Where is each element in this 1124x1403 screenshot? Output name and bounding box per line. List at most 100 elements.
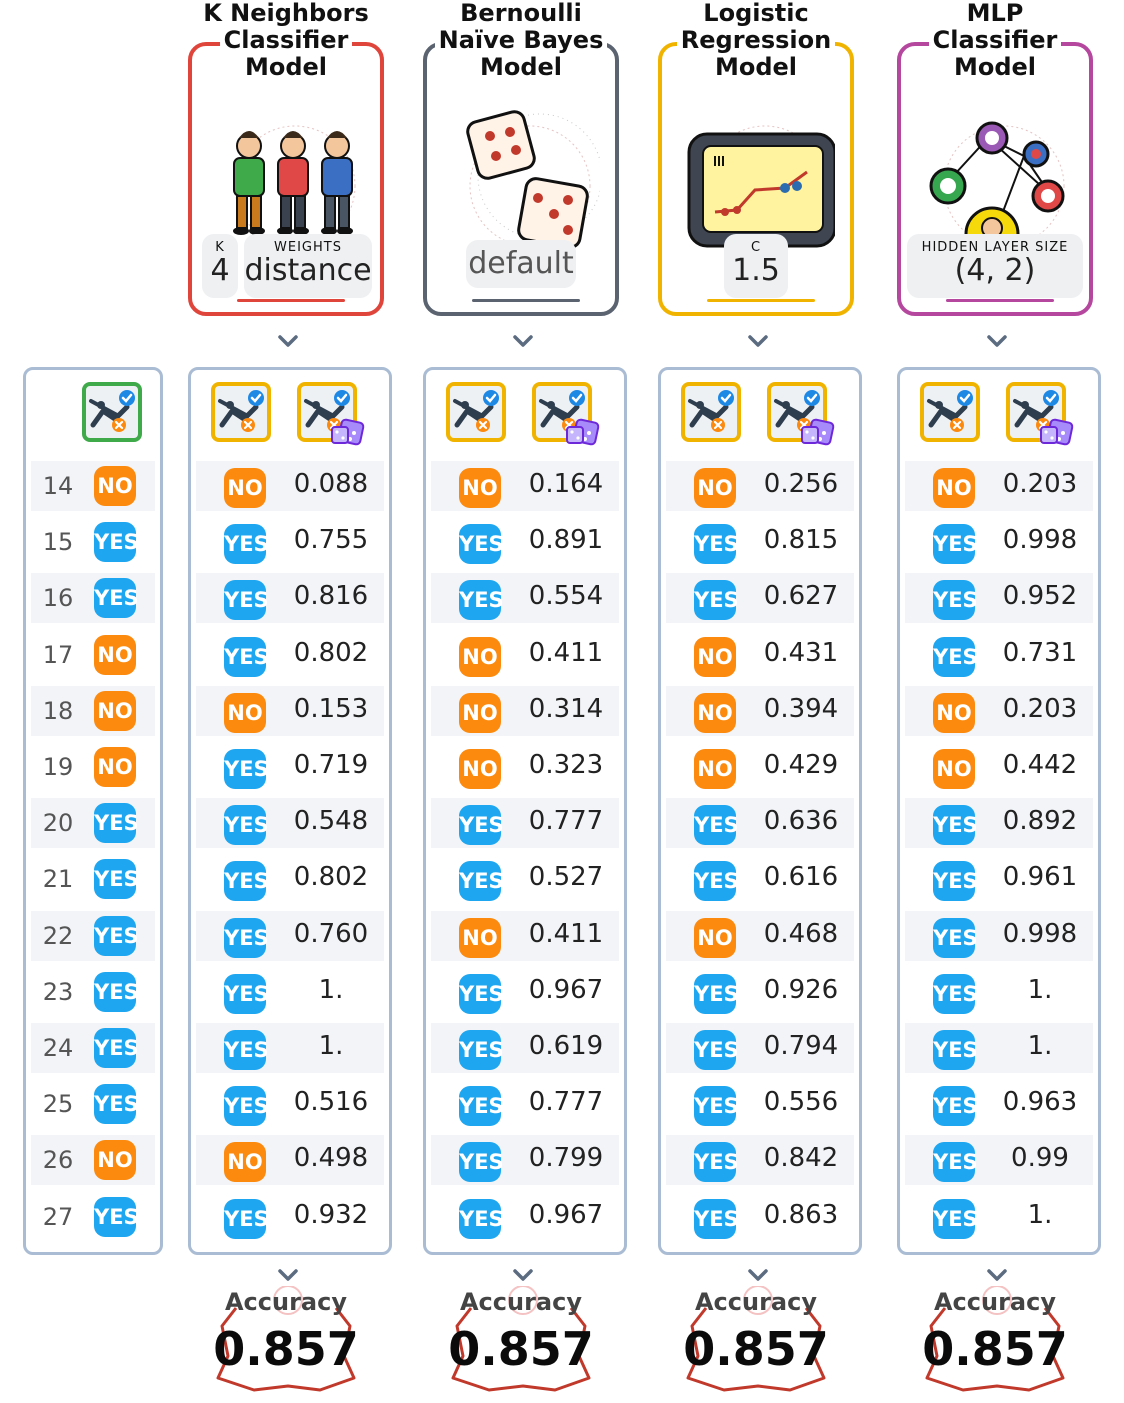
- model-title-line: Model: [411, 53, 631, 81]
- predicted-probability: 0.891: [528, 525, 604, 556]
- predicted-label-badge: YES: [459, 580, 504, 621]
- predicted-probability: 0.755: [293, 525, 369, 556]
- predicted-probability: 0.777: [528, 806, 604, 837]
- predicted-label-badge: NO: [933, 692, 975, 733]
- predicted-label-badge: YES: [459, 861, 504, 902]
- predicted-probability: 0.088: [293, 469, 369, 499]
- predicted-label-badge: YES: [694, 580, 739, 621]
- predicted-label-badge: YES: [224, 580, 269, 621]
- card-underline: [707, 299, 815, 302]
- accuracy-value: 0.857: [448, 1322, 594, 1376]
- predicted-label-badge: YES: [694, 805, 739, 846]
- accuracy-value: 0.857: [213, 1322, 359, 1376]
- predicted-label-badge: YES: [224, 636, 269, 677]
- actual-label-badge: YES: [94, 1084, 139, 1125]
- actual-label-badge: YES: [94, 859, 139, 900]
- row-number: 14: [42, 472, 74, 500]
- predicted-label-badge: NO: [694, 692, 736, 733]
- predicted-probability: 0.498: [293, 1143, 369, 1174]
- predicted-probability: 0.794: [763, 1031, 839, 1061]
- predicted-probability: 0.616: [763, 862, 839, 893]
- actual-label-badge: YES: [94, 522, 139, 563]
- hyperparameter-value: distance: [244, 253, 372, 288]
- model-title-line: MLP: [885, 0, 1105, 27]
- actual-label-badge: NO: [94, 1140, 136, 1181]
- accuracy-result: Accuracy 0.857: [441, 1286, 601, 1396]
- row-number: 23: [42, 977, 74, 1006]
- predicted-label-badge: YES: [933, 861, 978, 902]
- predicted-label-badge: YES: [224, 1030, 269, 1070]
- predicted-probability: 0.411: [528, 918, 604, 949]
- model-card: default: [423, 42, 619, 316]
- model-title-line: Regression: [646, 26, 866, 54]
- row-number: 27: [42, 1202, 74, 1231]
- predicted-label-badge: YES: [224, 524, 269, 565]
- hyperparameter-box: C 1.5: [724, 234, 788, 298]
- row-number: 17: [42, 640, 74, 669]
- predicted-probability: 0.760: [293, 918, 369, 949]
- actual-label-badge: NO: [94, 466, 136, 506]
- predicted-probability: 1.: [318, 974, 344, 1005]
- predicted-probability: 0.815: [763, 525, 839, 556]
- row-number: 15: [42, 528, 74, 557]
- row-number: 16: [42, 584, 74, 613]
- predicted-label-badge: YES: [224, 1086, 269, 1127]
- predicted-label-badge: YES: [459, 1030, 504, 1070]
- predicted-label-badge: YES: [694, 973, 739, 1014]
- predicted-label-badge: YES: [694, 1142, 739, 1183]
- predicted-label-badge: YES: [224, 973, 269, 1014]
- predicted-probability: 0.619: [528, 1031, 604, 1061]
- row-number: 20: [42, 809, 74, 838]
- model-title: Logistic Regression Model: [646, 0, 866, 81]
- predicted-probability: 0.998: [1002, 525, 1078, 556]
- predicted-probability: 0.203: [1002, 469, 1078, 499]
- predicted-label-badge: NO: [933, 468, 975, 508]
- hyperparameter-label: WEIGHTS: [274, 240, 342, 255]
- accuracy-result: Accuracy 0.857: [206, 1286, 366, 1396]
- predicted-label-badge: YES: [694, 861, 739, 902]
- chevron-down-icon: [987, 1269, 1007, 1281]
- model-title-line: Naïve Bayes: [411, 26, 631, 54]
- predicted-probability: 0.799: [528, 1143, 604, 1174]
- predicted-label-badge: YES: [459, 1142, 504, 1183]
- hyperparameter-value: 4: [210, 253, 230, 288]
- row-number: 21: [42, 865, 74, 894]
- predicted-probability: 0.394: [763, 693, 839, 724]
- card-underline: [237, 299, 345, 302]
- predicted-label-badge: YES: [224, 917, 269, 958]
- probability-icon: [1005, 381, 1067, 443]
- predicted-probability: 0.961: [1002, 862, 1078, 893]
- predicted-probability: 0.556: [763, 1087, 839, 1118]
- predicted-label-badge: NO: [694, 636, 736, 677]
- predicted-label-badge: NO: [694, 749, 736, 789]
- predicted-label-badge: NO: [224, 1142, 266, 1183]
- predicted-label-badge: YES: [224, 861, 269, 902]
- predicted-label-badge: NO: [459, 692, 501, 733]
- predicted-probability: 0.952: [1002, 581, 1078, 612]
- predicted-label-badge: NO: [459, 636, 501, 677]
- predicted-probability: 0.256: [763, 469, 839, 499]
- predicted-probability: 0.932: [293, 1199, 369, 1230]
- predicted-label-badge: YES: [933, 917, 978, 958]
- model-title-line: Model: [646, 53, 866, 81]
- predicted-label-badge: YES: [933, 1142, 978, 1183]
- actual-label-badge: YES: [94, 1196, 139, 1237]
- predicted-probability: 0.548: [293, 806, 369, 837]
- predicted-probability: 0.842: [763, 1143, 839, 1174]
- model-title: MLP Classifier Model: [885, 0, 1105, 81]
- predicted-label-badge: YES: [694, 1198, 739, 1239]
- predicted-label-badge: YES: [459, 805, 504, 846]
- predicted-label-badge: YES: [933, 1030, 978, 1070]
- predicted-probability: 0.314: [528, 693, 604, 724]
- chevron-down-icon: [513, 335, 533, 347]
- actual-label-badge: NO: [94, 690, 136, 731]
- predicted-probability: 0.719: [293, 750, 369, 780]
- actual-label-badge: YES: [94, 578, 139, 619]
- predicted-probability: 0.554: [528, 581, 604, 612]
- predicted-probability: 0.164: [528, 469, 604, 499]
- row-number: 26: [42, 1146, 74, 1175]
- accuracy-value: 0.857: [922, 1322, 1068, 1376]
- hyperparameter-value: 1.5: [732, 253, 780, 288]
- hyperparameter-value: default: [468, 246, 574, 281]
